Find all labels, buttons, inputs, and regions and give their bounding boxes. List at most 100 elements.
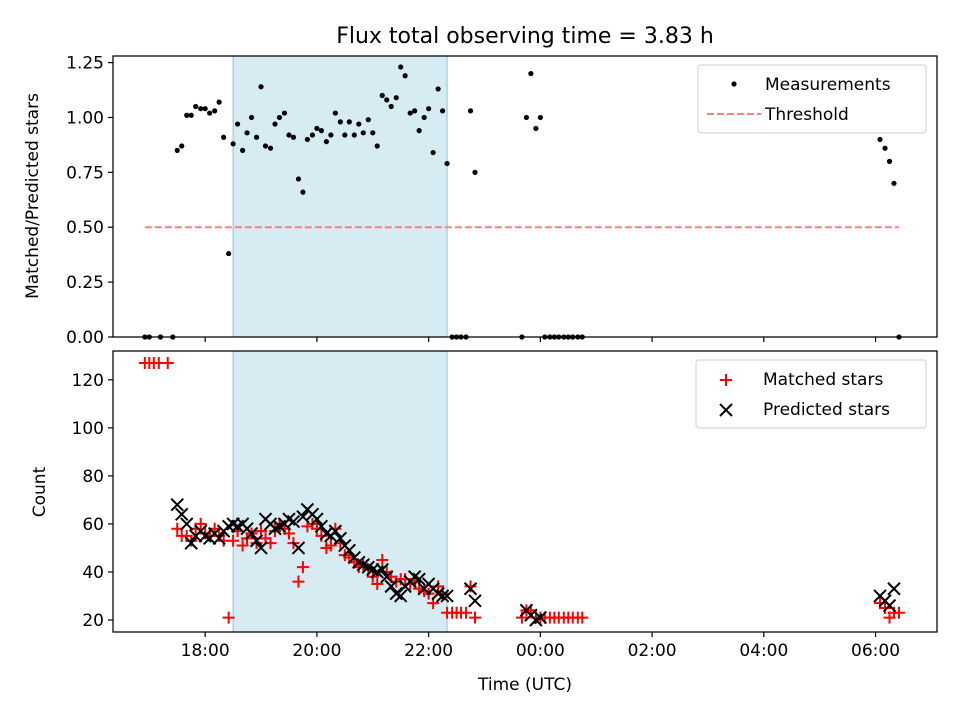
matched-stars-point xyxy=(296,561,309,574)
measurements-point xyxy=(351,132,357,138)
x-tick-label: 20:00 xyxy=(292,641,341,661)
predicted-stars-point xyxy=(184,536,198,550)
matched-stars-point xyxy=(292,575,305,588)
predicted-stars-point xyxy=(170,498,184,512)
matched-stars-point xyxy=(460,606,473,619)
measurements-point xyxy=(276,114,283,121)
legend-measurements-marker xyxy=(731,81,737,87)
matched-stars-point xyxy=(376,553,389,566)
measurements-point xyxy=(398,64,404,70)
measurements-point xyxy=(370,130,376,136)
measurements-point xyxy=(262,143,269,149)
measurements-point xyxy=(216,99,222,105)
matched-stars-point xyxy=(227,534,240,547)
measurements-point xyxy=(295,176,302,182)
legend-matched-label: Matched stars xyxy=(763,370,883,390)
shaded-interval xyxy=(232,350,448,633)
legend-matched-marker xyxy=(720,374,732,386)
measurements-point xyxy=(412,108,418,114)
predicted-stars-point xyxy=(887,582,901,596)
measurements-point xyxy=(528,70,534,77)
measurements-point xyxy=(309,132,316,138)
measurements-point xyxy=(426,106,432,112)
predicted-stars-point xyxy=(244,526,259,541)
matched-stars-point xyxy=(893,606,906,619)
y-tick-label: 1.00 xyxy=(66,108,104,128)
predicted-stars-point xyxy=(286,514,301,529)
ratio-x-ticks xyxy=(204,337,877,342)
measurements-point xyxy=(877,136,883,143)
legend-predicted-label: Predicted stars xyxy=(763,400,890,420)
count-axes-frame xyxy=(112,350,938,633)
x-tick-label: 04:00 xyxy=(739,641,788,661)
ratio-panel: Flux total observing time = 3.83 h 0.000… xyxy=(23,24,938,348)
y-tick-label: 0.25 xyxy=(66,273,104,293)
y-tick-label: 0.50 xyxy=(66,218,104,238)
measurements-point xyxy=(365,117,371,123)
matched-stars-point xyxy=(469,611,482,624)
count-marks xyxy=(138,357,906,627)
measurements-point xyxy=(272,121,278,127)
predicted-stars-point xyxy=(882,598,897,613)
count-legend: Matched stars Predicted stars xyxy=(695,359,927,429)
measurements-point xyxy=(537,114,543,121)
measurements-point xyxy=(402,73,408,79)
measurements-point xyxy=(318,128,324,134)
matched-stars-point xyxy=(371,577,384,590)
predicted-stars-point xyxy=(435,589,450,603)
chart-title: Flux total observing time = 3.83 h xyxy=(336,24,714,49)
predicted-stars-point xyxy=(333,531,348,546)
measurements-point xyxy=(253,134,260,140)
measurements-point xyxy=(416,128,422,134)
predicted-stars-point xyxy=(254,541,268,555)
measurements-point xyxy=(882,145,888,151)
measurements-point xyxy=(304,136,311,143)
measurements-point xyxy=(430,149,436,156)
measurements-point xyxy=(393,95,399,101)
matched-stars-point xyxy=(194,517,207,530)
predicted-stars-point xyxy=(380,570,394,584)
measurements-point xyxy=(234,121,241,127)
measurements-point xyxy=(212,108,218,114)
predicted-stars-point xyxy=(533,610,548,625)
measurements-point xyxy=(435,86,441,92)
observing-window-shade xyxy=(232,55,448,338)
count-y-axis-label: Count xyxy=(30,466,50,517)
x-tick-label: 06:00 xyxy=(851,641,900,661)
ratio-y-ticks: 0.00 0.25 0.50 0.75 1.00 1.25 xyxy=(66,54,113,348)
predicted-stars-point xyxy=(412,572,426,586)
shaded-interval xyxy=(232,55,448,338)
measurements-point xyxy=(290,134,297,140)
x-tick-label: 00:00 xyxy=(516,641,565,661)
measurements-point xyxy=(328,132,334,138)
y-tick-label: 60 xyxy=(82,515,104,535)
ratio-axes-frame xyxy=(112,55,938,338)
y-tick-label: 120 xyxy=(72,371,104,391)
y-tick-label: 100 xyxy=(72,419,104,439)
matched-stars-point xyxy=(879,601,892,614)
y-tick-label: 80 xyxy=(82,467,104,487)
measurements-point xyxy=(286,132,292,138)
y-tick-label: 40 xyxy=(82,563,104,583)
ratio-legend: Measurements Threshold xyxy=(697,64,927,134)
matched-stars-point xyxy=(222,611,235,624)
measurements-point xyxy=(174,147,180,153)
measurements-point xyxy=(388,103,394,110)
measurements-point xyxy=(188,112,194,118)
predicted-stars-point xyxy=(328,524,343,538)
count-panel: 20 40 60 80 100 120 18:00 20:00 22:00 00:00 02:00… xyxy=(30,350,938,695)
matched-stars-point xyxy=(464,580,477,593)
measurements-point xyxy=(314,125,320,132)
measurements-point xyxy=(300,189,306,195)
matched-stars-point xyxy=(161,357,174,370)
measurements-point xyxy=(230,141,236,147)
measurements-point xyxy=(221,134,227,140)
count-x-ticks: 18:00 20:00 22:00 00:00 02:00 04:00 06:00 xyxy=(181,632,900,661)
predicted-stars-point xyxy=(375,562,389,577)
measurements-point xyxy=(248,114,255,121)
y-tick-label: 20 xyxy=(82,611,104,631)
measurements-point xyxy=(407,110,413,116)
measurements-point xyxy=(356,121,362,127)
predicted-stars-point xyxy=(463,582,478,596)
count-legend-box xyxy=(695,359,927,429)
